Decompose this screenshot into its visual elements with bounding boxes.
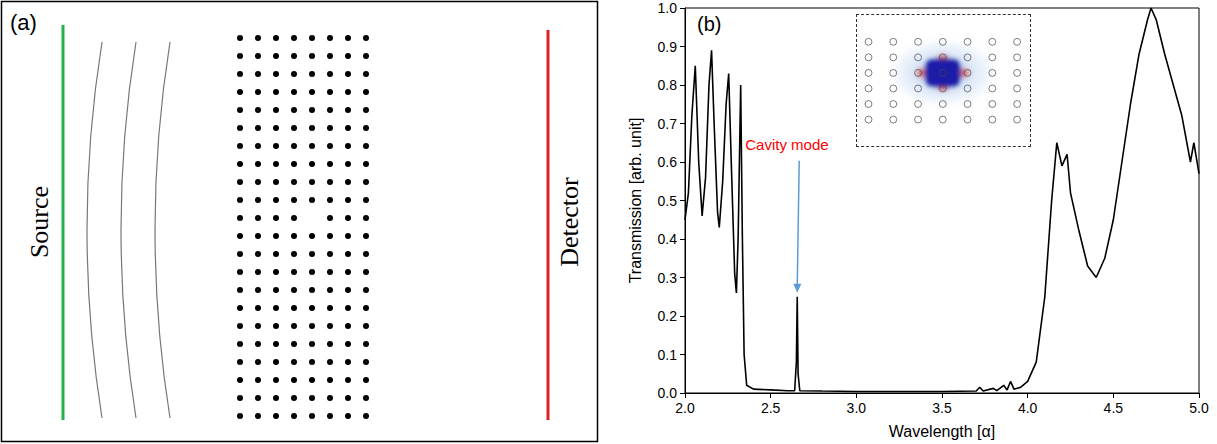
svg-text:0.2: 0.2 — [658, 308, 678, 324]
svg-text:0.0: 0.0 — [658, 385, 678, 401]
svg-text:Transmission [arb. unit]: Transmission [arb. unit] — [627, 118, 644, 284]
svg-text:0.4: 0.4 — [658, 231, 678, 247]
svg-text:5.0: 5.0 — [1189, 400, 1209, 416]
svg-text:0.5: 0.5 — [658, 193, 678, 209]
svg-text:Detector: Detector — [555, 177, 584, 267]
svg-text:0.6: 0.6 — [658, 154, 678, 170]
svg-text:0.3: 0.3 — [658, 270, 678, 286]
svg-text:2.5: 2.5 — [761, 400, 781, 416]
svg-text:0.9: 0.9 — [658, 39, 678, 55]
svg-text:(b): (b) — [697, 13, 721, 35]
svg-text:0.8: 0.8 — [658, 77, 678, 93]
svg-text:3.5: 3.5 — [932, 400, 952, 416]
svg-text:0.7: 0.7 — [658, 116, 678, 132]
svg-text:Source: Source — [25, 186, 54, 258]
svg-text:2.0: 2.0 — [675, 400, 695, 416]
svg-text:1.0: 1.0 — [658, 0, 678, 16]
svg-text:3.0: 3.0 — [847, 400, 867, 416]
svg-text:Cavity mode: Cavity mode — [745, 136, 828, 153]
svg-text:Wavelength [α]: Wavelength [α] — [889, 423, 995, 440]
svg-text:4.0: 4.0 — [1018, 400, 1038, 416]
svg-text:4.5: 4.5 — [1104, 400, 1124, 416]
svg-text:(a): (a) — [10, 10, 37, 35]
svg-text:0.1: 0.1 — [658, 347, 678, 363]
